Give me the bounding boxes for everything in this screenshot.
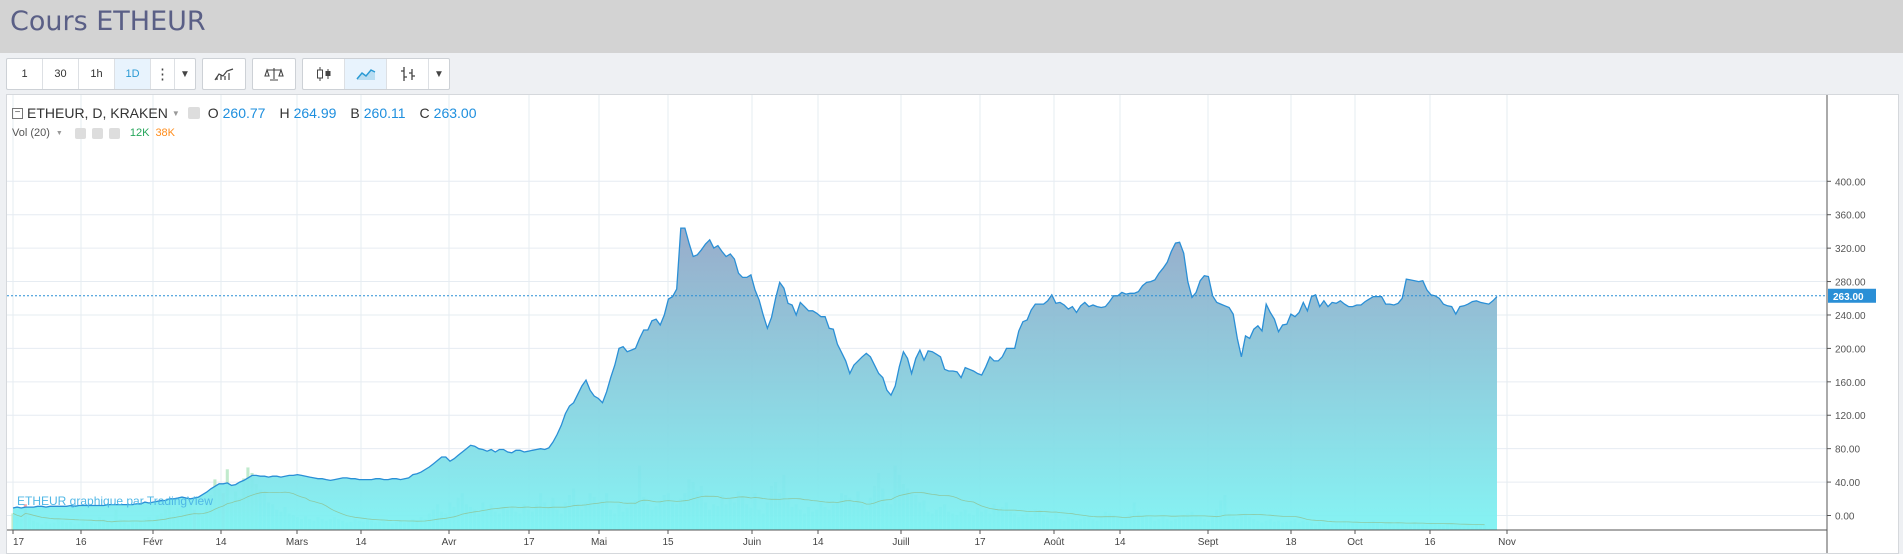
last-price-tag	[1828, 288, 1876, 303]
x-tick-label: 17	[13, 537, 25, 548]
y-tick-label: 320.00	[1835, 244, 1866, 255]
indicators-icon[interactable]	[203, 59, 245, 89]
x-tick-label: 17	[974, 537, 986, 548]
high-label: H	[279, 105, 290, 121]
remove-icon[interactable]	[108, 127, 120, 139]
open-value: 260.77	[222, 105, 266, 121]
x-tick-label: Sept	[1198, 537, 1219, 548]
watermark: ETHEUR graphique par TradingView	[17, 494, 213, 508]
x-tick-label: Avr	[442, 537, 457, 548]
y-tick-label: 120.00	[1835, 411, 1866, 422]
high-value: 264.99	[293, 105, 337, 121]
y-tick-label: 240.00	[1835, 311, 1866, 322]
interval-1-button[interactable]: 1	[7, 59, 43, 89]
settings-icon[interactable]	[74, 127, 86, 139]
interval-30-button[interactable]: 30	[43, 59, 79, 89]
x-tick-label: Nov	[1498, 537, 1516, 548]
x-tick-label: 16	[1424, 537, 1436, 548]
x-tick-label: 18	[1285, 537, 1297, 548]
volume-label[interactable]: Vol (20)	[12, 127, 50, 139]
symbol-dropdown-icon[interactable]: ▼	[171, 108, 180, 118]
chart-area[interactable]: 400.00 360.00 320.00 280.00 240.00 200.00 160.…	[6, 94, 1899, 554]
area-chart-icon[interactable]	[345, 59, 387, 89]
symbol-label[interactable]: ETHEUR, D, KRAKEN	[27, 105, 168, 121]
volume-dropdown-icon[interactable]: ▼	[55, 129, 63, 137]
interval-group: 1 30 1h 1D ⋮ ▼	[6, 58, 196, 90]
y-tick-label: 160.00	[1835, 378, 1866, 389]
price-area	[13, 228, 1497, 530]
page-title: Cours ETHEUR	[10, 6, 206, 37]
price-chart-svg: 400.00360.00320.00280.00240.00200.00160.…	[7, 95, 1876, 553]
x-tick-label: Févr	[143, 537, 164, 548]
low-value: 260.11	[363, 105, 406, 121]
eye-icon[interactable]	[187, 107, 200, 119]
dropdown-arrow-icon[interactable]: ▼	[180, 68, 190, 80]
volume-ma-value: 38K	[155, 127, 176, 139]
bar-style-icon[interactable]	[387, 59, 429, 89]
interval-1d-button[interactable]: 1D	[115, 59, 151, 89]
open-label: O	[207, 105, 219, 121]
x-tick-label: Juill	[892, 537, 909, 548]
x-tick-label: 15	[662, 537, 674, 548]
x-tick-label: 14	[1114, 537, 1126, 548]
collapse-icon[interactable]: −	[12, 107, 23, 119]
y-tick-label: 360.00	[1835, 211, 1866, 222]
volume-ma-line	[12, 491, 1485, 526]
volume-bar	[11, 513, 15, 530]
low-label: B	[350, 105, 360, 121]
interval-1h-button[interactable]: 1h	[79, 59, 115, 89]
y-tick-label: 400.00	[1835, 177, 1866, 188]
volume-legend: Vol (20) ▼ 12K 38K	[12, 127, 175, 139]
y-tick-label: 0.00	[1835, 512, 1855, 523]
y-tick-label: 40.00	[1835, 478, 1860, 489]
x-tick-label: 17	[523, 537, 535, 548]
x-tick-label: 14	[355, 537, 367, 548]
close-label: C	[419, 105, 430, 121]
last-price-label: 263.00	[1833, 292, 1864, 303]
x-tick-label: Mars	[286, 537, 308, 548]
price-line	[12, 227, 1498, 509]
volume-value: 12K	[129, 127, 150, 139]
x-tick-label: Août	[1044, 537, 1065, 548]
x-tick-label: Oct	[1347, 537, 1363, 548]
x-tick-label: 14	[215, 537, 227, 548]
close-value: 263.00	[433, 105, 477, 121]
candles-icon[interactable]	[303, 59, 345, 89]
x-tick-label: Mai	[591, 537, 607, 548]
chart-toolbar: 1 30 1h 1D ⋮ ▼ ▼	[6, 58, 450, 90]
x-tick-label: Juin	[743, 537, 761, 548]
x-tick-label: 16	[75, 537, 87, 548]
y-tick-label: 280.00	[1835, 278, 1866, 289]
source-icon[interactable]	[91, 127, 103, 139]
dropdown-arrow-icon[interactable]: ▼	[434, 68, 444, 80]
y-tick-label: 200.00	[1835, 344, 1866, 355]
more-vertical-icon[interactable]: ⋮	[151, 59, 175, 89]
y-tick-label: 80.00	[1835, 445, 1860, 456]
compare-icon[interactable]	[253, 59, 295, 89]
x-tick-label: 14	[812, 537, 824, 548]
